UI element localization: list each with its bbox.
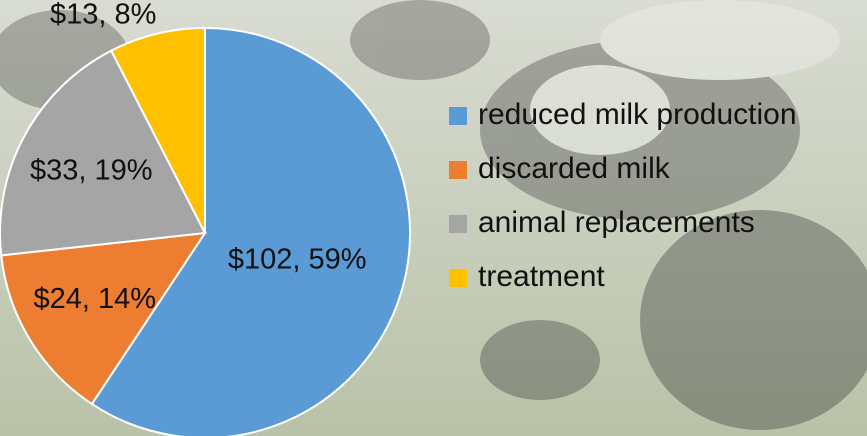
- pie-slice: [0, 231, 208, 406]
- data-label: $33, 19%: [30, 155, 153, 187]
- data-label: $102, 59%: [228, 243, 367, 275]
- legend-label: discarded milk: [478, 152, 671, 185]
- legend: reduced milk production discarded milk ani…: [449, 98, 797, 293]
- legend-label: treatment: [478, 260, 605, 293]
- legend-swatch: [449, 161, 467, 179]
- pie-slice: [109, 26, 206, 234]
- legend-label: reduced milk production: [478, 98, 797, 131]
- legend-swatch: [449, 107, 467, 125]
- legend-swatch: [449, 269, 467, 287]
- legend-label: animal replacements: [478, 206, 755, 239]
- data-label: $24, 14%: [33, 283, 156, 315]
- pie-slice: [0, 49, 207, 257]
- legend-swatch: [449, 215, 467, 233]
- pie: $102, 59% $24, 14% $33, 19% $13, 8%: [0, 0, 411, 436]
- pie-slice: [90, 26, 411, 436]
- data-label: $13, 8%: [50, 0, 156, 31]
